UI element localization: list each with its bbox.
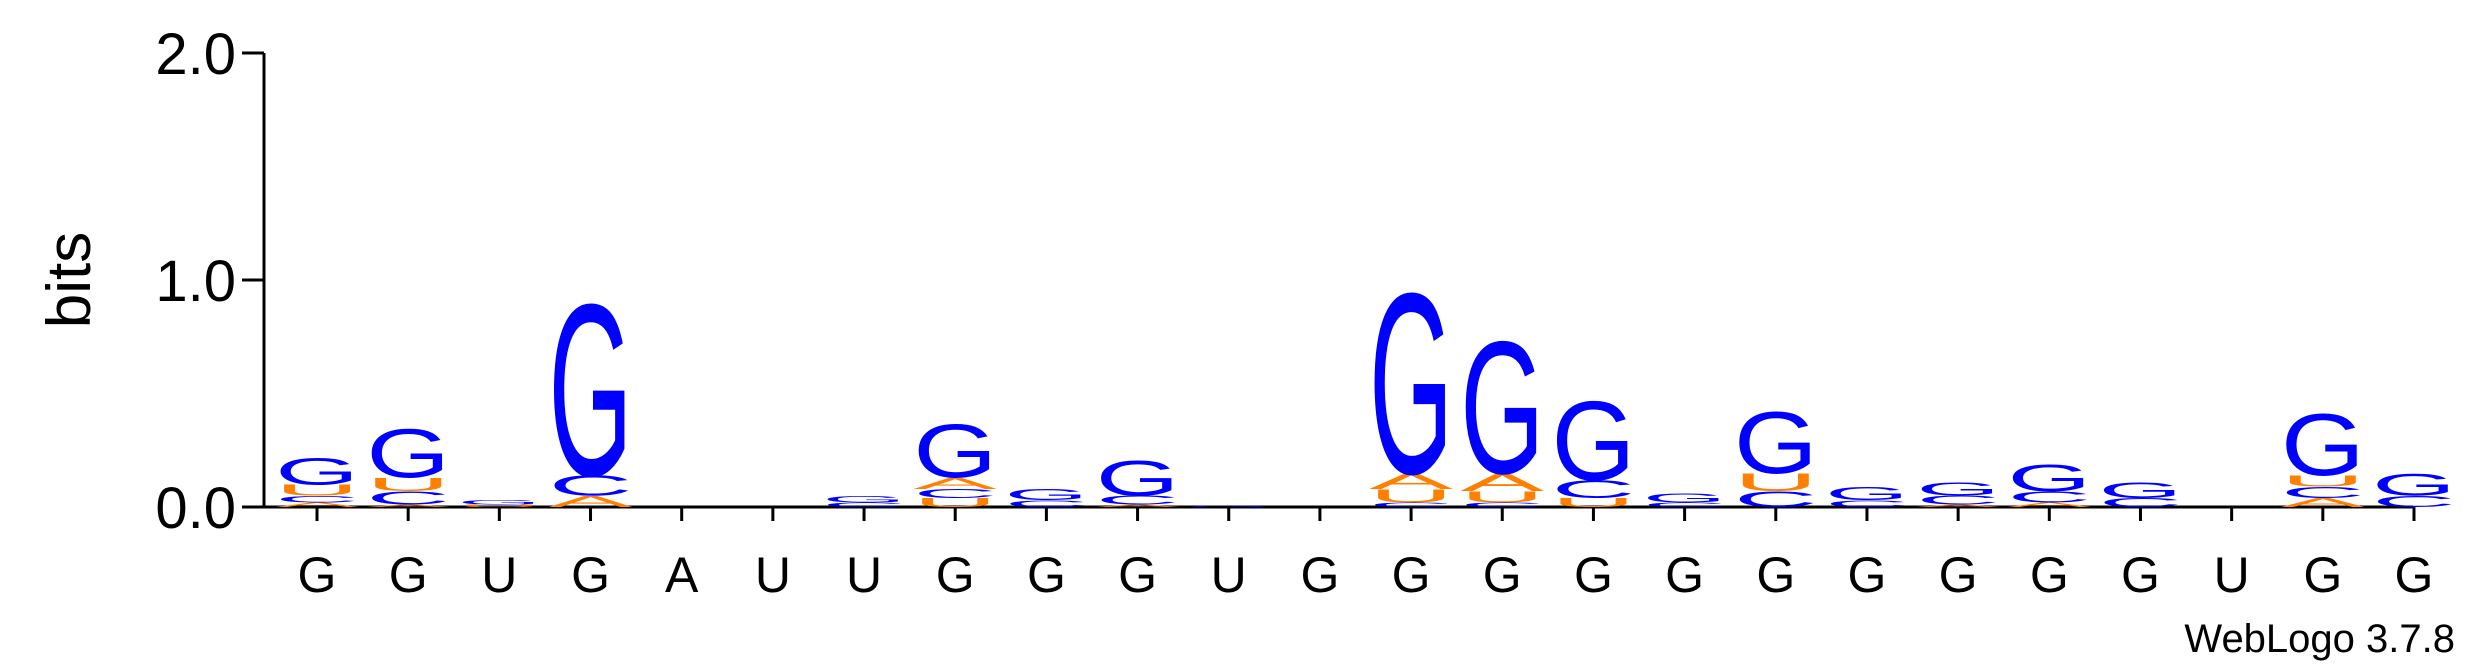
x-tick-label: G [389, 547, 428, 603]
logo-letter: G [822, 494, 906, 505]
x-tick-label: G [1118, 547, 1157, 603]
logo-letter: G [1551, 377, 1635, 504]
logo-letter: A [1369, 469, 1454, 494]
logo-letter: U [1460, 488, 1544, 506]
logo-letter: A [1460, 469, 1544, 497]
logo-letter: C [2099, 496, 2183, 510]
logo-letter: C [1643, 501, 1727, 508]
logo-letter: G [366, 415, 450, 492]
logo-letter: C [2007, 488, 2091, 506]
logo-letter: U [1369, 486, 1453, 507]
logo-letter: A [1916, 504, 2001, 508]
x-tick-label: U [2214, 547, 2250, 603]
logo-letter: G [2281, 396, 2365, 494]
logo-letter: A [913, 475, 997, 493]
credit: WebLogo 3.7.8 [2184, 617, 2455, 661]
logo-letter: U [913, 496, 997, 510]
x-tick-label: G [2121, 547, 2160, 603]
logo-letter: G [457, 499, 541, 506]
x-tick-label: G [1848, 547, 1887, 603]
logo-letter: A [1096, 504, 1181, 508]
x-tick-label: G [298, 547, 337, 603]
x-tick-label: G [1665, 547, 1704, 603]
logo-letter: C [275, 494, 359, 505]
y-tick-label: 2.0 [155, 22, 236, 87]
logo-letter: G [1825, 483, 1909, 504]
logo-letter: C [1004, 499, 1088, 510]
y-tick-label: 0.0 [155, 476, 236, 541]
x-tick-label: U [1211, 547, 1247, 603]
logo-letter: C [2281, 484, 2365, 502]
logo-letter: G [2372, 467, 2456, 502]
x-tick-label: G [1027, 547, 1066, 603]
x-tick-label: G [936, 547, 975, 603]
logo-letter: G [1187, 506, 1271, 508]
logo-letter: U [275, 482, 359, 500]
logo-letter: G [1916, 479, 2000, 500]
logo-letter: C [1916, 493, 2000, 507]
logo-letter: A [2007, 501, 2092, 508]
x-tick-label: G [1300, 547, 1339, 603]
x-tick-label: G [1574, 547, 1613, 603]
logo-letter: C [1096, 493, 1180, 507]
logo-letter: C [822, 501, 906, 508]
x-tick-label: U [846, 547, 882, 603]
logo-letter: U [2281, 472, 2365, 490]
logo-letter: G [1004, 486, 1088, 504]
logo-letter: C [1551, 475, 1635, 503]
logo-letter: A [366, 504, 451, 508]
logo-letter: A [2281, 496, 2366, 510]
logo-letter: A [549, 493, 633, 511]
logo-letter: C [366, 488, 450, 509]
x-tick-label: G [1392, 547, 1431, 603]
logo-letter: A [275, 501, 360, 508]
logo-letter: U [366, 474, 450, 495]
x-tick-label: G [1939, 547, 1978, 603]
logo-letter: G [275, 451, 359, 493]
x-tick-label: G [2395, 547, 2434, 603]
logo-letter: G [2007, 458, 2091, 500]
logo-letter: G [1643, 491, 1727, 505]
x-tick-label: U [481, 547, 517, 603]
x-tick-label: G [1483, 547, 1522, 603]
y-axis-label: bits [35, 232, 104, 328]
logo-letter: C [1460, 501, 1544, 508]
logo-letter: C [2372, 493, 2456, 511]
logo-letter: G [1096, 450, 1180, 507]
x-tick-label: U [755, 547, 791, 603]
x-tick-label: G [2303, 547, 2342, 603]
logo-letter: U [1734, 469, 1818, 497]
x-tick-label: G [1756, 547, 1795, 603]
x-tick-label: A [665, 547, 699, 603]
logo-letter: C [1369, 501, 1453, 508]
logo-letter: C [1734, 487, 1818, 512]
logo-letter: G [1734, 393, 1818, 491]
logo-letter: G [2099, 478, 2183, 503]
x-tick-label: G [571, 547, 610, 603]
x-tick-label: G [2030, 547, 2069, 603]
logo-letter: U [457, 504, 541, 508]
logo-letter: G [549, 253, 633, 528]
logo-letter: U [1551, 496, 1635, 510]
logo-letter: C [913, 487, 997, 501]
y-tick-label: 1.0 [155, 249, 236, 314]
logo-letter: C [1825, 499, 1909, 510]
logo-letter: G [1460, 303, 1544, 514]
logo-letter: C [549, 470, 633, 502]
logo-letter: G [1369, 239, 1453, 528]
logo-letter: G [913, 409, 997, 493]
